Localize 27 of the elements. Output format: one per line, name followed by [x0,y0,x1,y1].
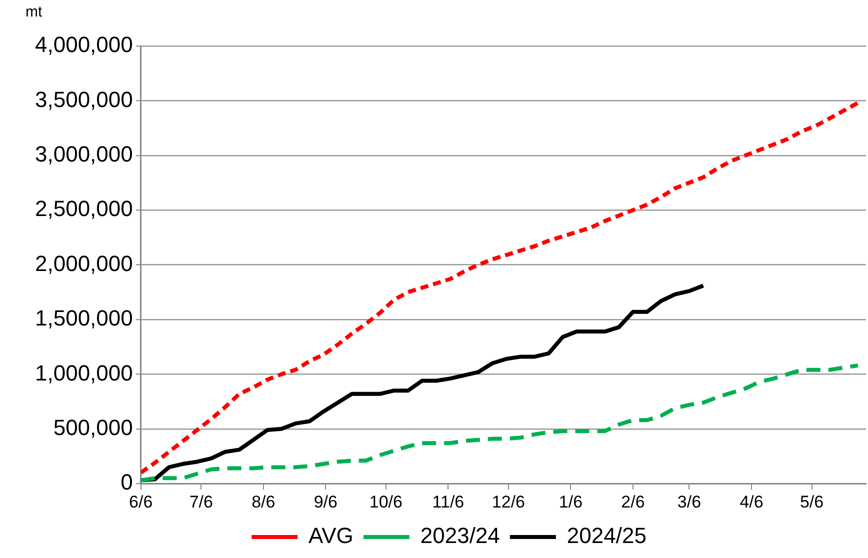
legend-label: 2023/24 [420,523,500,548]
y-tick-label: 1,500,000 [34,306,133,331]
y-tick-label: 2,000,000 [34,250,133,276]
line-series [140,363,860,482]
legend-label: AVG [308,523,354,548]
y-tick-label: 3,000,000 [34,141,133,166]
x-tick-label: 12/6 [492,492,526,512]
line-series [140,100,860,475]
y-axis-title: mt [26,4,44,21]
x-tick-label: 6/6 [129,492,153,512]
y-tick-label: 1,000,000 [34,360,133,386]
x-tick-label: 4/6 [740,492,764,512]
x-tick-label: 9/6 [314,492,338,512]
x-tick-label: 8/6 [252,492,276,512]
x-tick-label: 7/6 [189,492,213,512]
x-tick-label: 3/6 [677,492,702,512]
y-tick-label: 4,000,000 [34,32,133,58]
y-tick-label: 2,500,000 [34,196,133,222]
x-tick-label: 1/6 [558,492,583,512]
x-tick-label: 5/6 [800,492,824,512]
x-tick-label: 11/6 [432,492,464,512]
x-tick-label: 10/6 [369,492,402,512]
x-tick-label: 2/6 [621,492,645,512]
y-tick-label: 0 [120,470,133,495]
legend-label: 2024/25 [566,523,646,548]
y-tick-label: 500,000 [53,414,133,440]
y-tick-label: 3,500,000 [34,86,133,112]
